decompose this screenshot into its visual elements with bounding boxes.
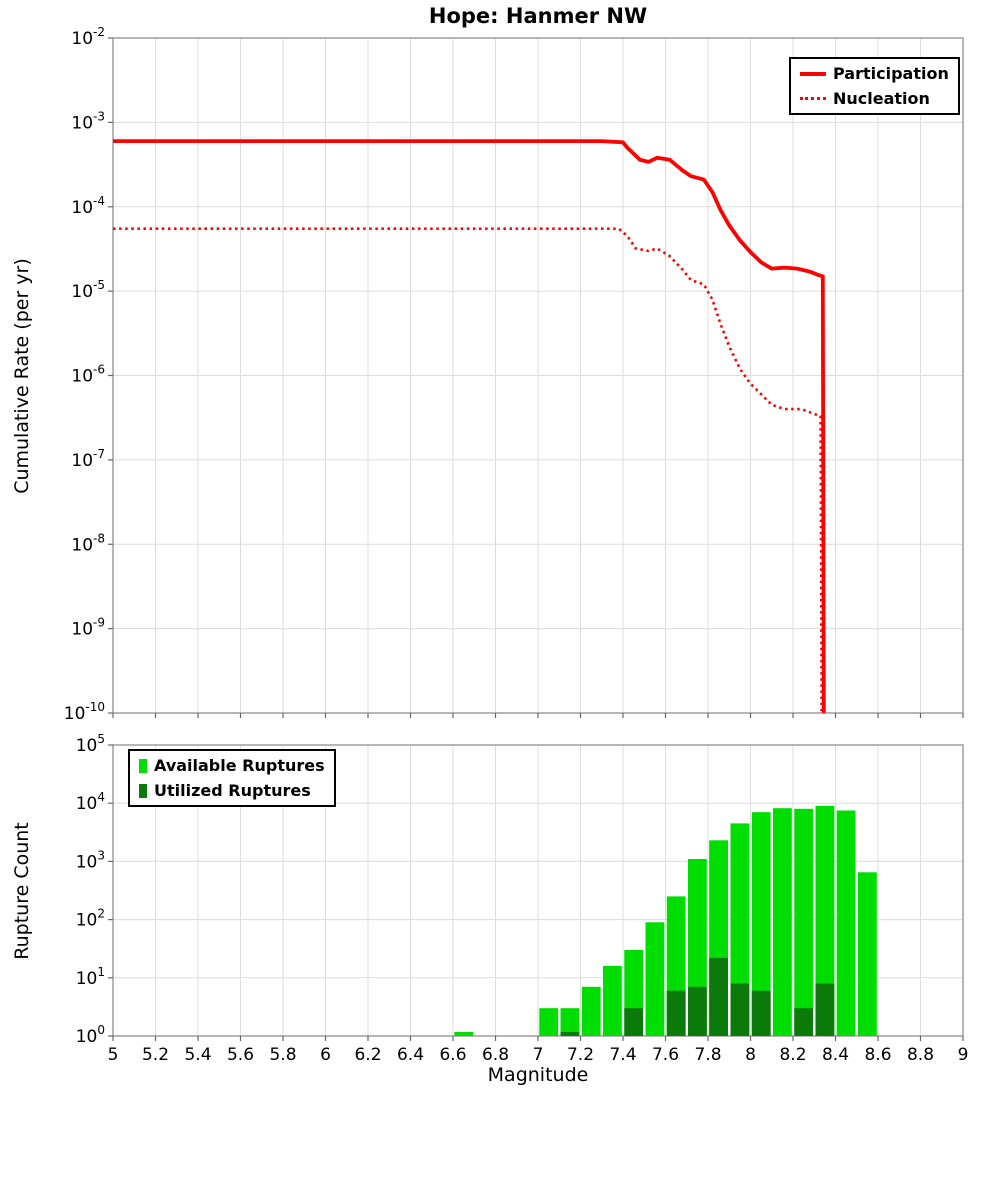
svg-text:7.2: 7.2 <box>567 1045 594 1065</box>
svg-text:7.4: 7.4 <box>609 1045 636 1065</box>
svg-text:7.6: 7.6 <box>652 1045 679 1065</box>
svg-text:8.6: 8.6 <box>864 1045 891 1065</box>
svg-text:6.6: 6.6 <box>439 1045 466 1065</box>
svg-text:102: 102 <box>76 907 105 931</box>
svg-text:6.8: 6.8 <box>482 1045 509 1065</box>
legend-item-utilized-ruptures: Utilized Ruptures <box>139 781 325 800</box>
axis-ticks <box>108 744 964 1041</box>
legend-item-participation: Participation <box>800 64 949 83</box>
svg-text:7.8: 7.8 <box>694 1045 721 1065</box>
svg-text:10-4: 10-4 <box>71 194 105 218</box>
svg-text:5.2: 5.2 <box>142 1045 169 1065</box>
svg-text:10-2: 10-2 <box>71 25 105 49</box>
rate-y-axis-label: Cumulative Rate (per yr) <box>11 258 33 494</box>
count-chart-legend: Available Ruptures Utilized Ruptures <box>128 749 336 807</box>
gridlines <box>112 37 964 714</box>
participation-line-swatch <box>800 71 826 76</box>
available-ruptures-swatch <box>139 758 147 773</box>
svg-text:10-8: 10-8 <box>71 531 105 555</box>
count-y-axis-label: Rupture Count <box>11 822 33 960</box>
axis-ticks <box>108 37 964 718</box>
chart-title: Hope: Hanmer NW <box>428 4 648 28</box>
axis-tick-labels: 10-10 10-9 10-8 10-7 10-6 10-5 10-4 10-3 10-2 <box>64 25 105 724</box>
svg-text:8: 8 <box>745 1045 756 1065</box>
cumulative-rate-chart: 10-10 10-9 10-8 10-7 10-6 10-5 10-4 10-3 10-2 <box>64 25 964 724</box>
svg-text:5.8: 5.8 <box>269 1045 296 1065</box>
svg-text:104: 104 <box>76 790 105 814</box>
utilized-ruptures-swatch <box>139 783 147 798</box>
svg-text:100: 100 <box>76 1023 105 1047</box>
svg-text:6.4: 6.4 <box>397 1045 424 1065</box>
svg-text:8.4: 8.4 <box>822 1045 849 1065</box>
rate-chart-legend: Participation Nucleation <box>789 57 960 115</box>
legend-item-nucleation: Nucleation <box>800 89 949 108</box>
figure-canvas: 10-10 10-9 10-8 10-7 10-6 10-5 10-4 10-3 10-2 100… <box>64 25 969 1065</box>
legend-available-label: Available Ruptures <box>154 756 325 775</box>
svg-text:7: 7 <box>533 1045 544 1065</box>
legend-participation-label: Participation <box>833 64 949 83</box>
svg-text:103: 103 <box>76 848 105 872</box>
legend-nucleation-label: Nucleation <box>833 89 930 108</box>
svg-text:8.8: 8.8 <box>907 1045 934 1065</box>
legend-item-available-ruptures: Available Ruptures <box>139 756 325 775</box>
svg-text:6: 6 <box>320 1045 331 1065</box>
axis-tick-labels: 100 101 102 103 104 105 5 5.2 5.4 5.6 5.8 6 6.2 6.4 6.… <box>76 732 969 1065</box>
svg-text:10-3: 10-3 <box>71 109 105 133</box>
svg-text:5.4: 5.4 <box>184 1045 211 1065</box>
svg-text:5: 5 <box>108 1045 119 1065</box>
magnitude-x-axis-label: Magnitude <box>487 1064 589 1086</box>
utilized-ruptures-bars <box>560 957 835 1036</box>
legend-utilized-label: Utilized Ruptures <box>154 781 311 800</box>
rupture-count-chart: 100 101 102 103 104 105 5 5.2 5.4 5.6 5.8 6 6.2 6.4 6.… <box>76 732 969 1065</box>
svg-text:10-9: 10-9 <box>71 616 105 640</box>
svg-text:101: 101 <box>76 965 105 989</box>
nucleation-line-swatch <box>800 97 826 100</box>
svg-text:9: 9 <box>958 1045 969 1065</box>
nucleation-line <box>113 227 823 714</box>
svg-text:10-7: 10-7 <box>71 447 105 471</box>
svg-text:10-6: 10-6 <box>71 363 105 387</box>
svg-text:5.6: 5.6 <box>227 1045 254 1065</box>
svg-text:8.2: 8.2 <box>779 1045 806 1065</box>
svg-text:10-5: 10-5 <box>71 278 105 302</box>
svg-text:6.2: 6.2 <box>354 1045 381 1065</box>
svg-text:105: 105 <box>76 732 105 756</box>
svg-text:10-10: 10-10 <box>64 700 105 724</box>
participation-line <box>113 139 826 714</box>
